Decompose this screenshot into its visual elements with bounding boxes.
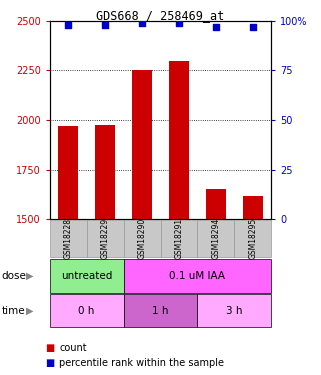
Point — [177, 20, 182, 26]
Text: GDS668 / 258469_at: GDS668 / 258469_at — [96, 9, 225, 22]
Text: ■: ■ — [45, 343, 54, 353]
Text: untreated: untreated — [61, 271, 112, 280]
Bar — [58, 126, 78, 219]
Text: 0.1 uM IAA: 0.1 uM IAA — [169, 271, 225, 280]
Bar — [132, 70, 152, 219]
Bar — [95, 125, 115, 219]
Text: time: time — [2, 306, 25, 315]
Text: percentile rank within the sample: percentile rank within the sample — [59, 358, 224, 368]
Point — [250, 24, 256, 30]
Text: 3 h: 3 h — [226, 306, 243, 315]
Point — [140, 20, 145, 26]
Point — [66, 22, 71, 28]
Text: ▶: ▶ — [26, 306, 33, 315]
Text: dose: dose — [2, 271, 26, 280]
Text: GSM18295: GSM18295 — [248, 218, 257, 259]
Text: ▶: ▶ — [26, 271, 33, 280]
Bar — [169, 62, 189, 219]
Text: 1 h: 1 h — [152, 306, 169, 315]
Text: GSM18290: GSM18290 — [137, 218, 147, 259]
Text: count: count — [59, 343, 87, 353]
Text: ■: ■ — [45, 358, 54, 368]
Bar — [206, 189, 226, 219]
Point — [102, 22, 108, 28]
Point — [213, 24, 218, 30]
Text: GSM18294: GSM18294 — [211, 218, 221, 259]
Bar — [243, 196, 263, 219]
Text: GSM18228: GSM18228 — [64, 218, 73, 259]
Text: 0 h: 0 h — [78, 306, 95, 315]
Text: GSM18229: GSM18229 — [100, 218, 110, 259]
Text: GSM18291: GSM18291 — [174, 218, 184, 259]
